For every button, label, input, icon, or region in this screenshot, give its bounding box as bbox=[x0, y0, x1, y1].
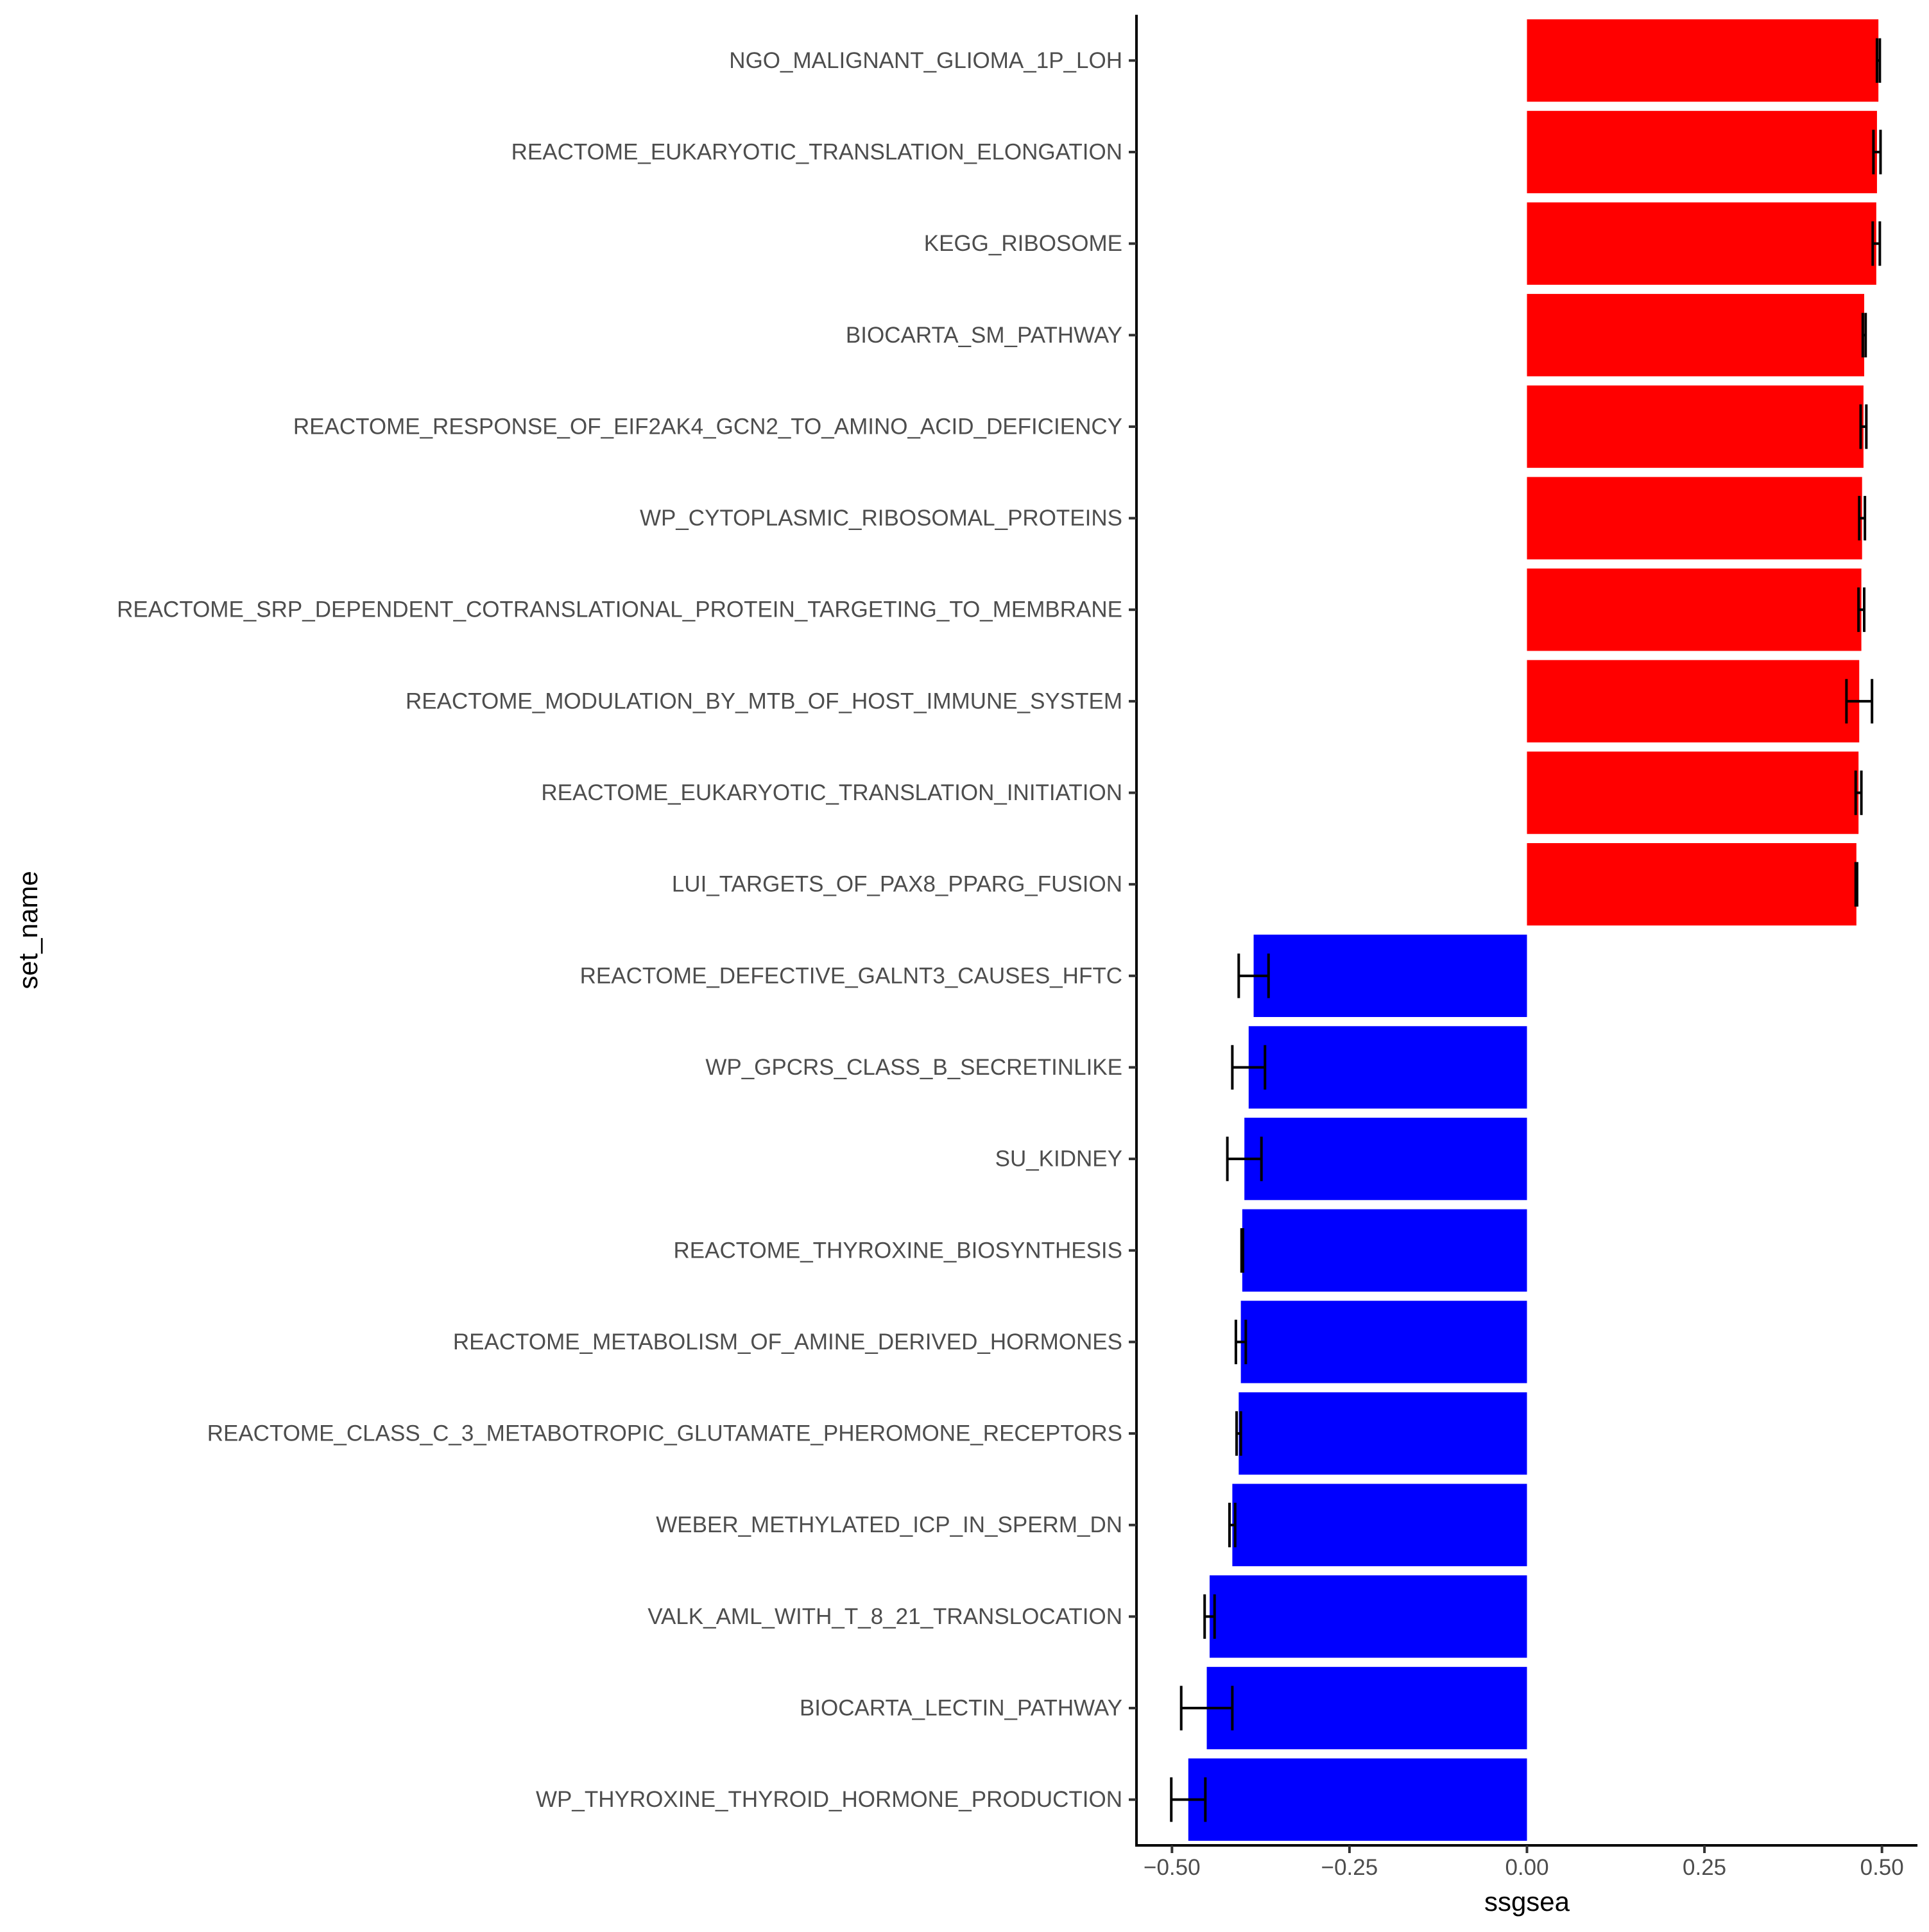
bar bbox=[1527, 19, 1879, 102]
category-label: REACTOME_CLASS_C_3_METABOTROPIC_GLUTAMAT… bbox=[207, 1421, 1122, 1446]
category-label: BIOCARTA_SM_PATHWAY bbox=[846, 323, 1122, 348]
category-label: REACTOME_DEFECTIVE_GALNT3_CAUSES_HFTC bbox=[580, 963, 1122, 988]
bar bbox=[1206, 1666, 1527, 1750]
bar bbox=[1242, 1209, 1527, 1292]
category-label: NGO_MALIGNANT_GLIOMA_1P_LOH bbox=[729, 48, 1122, 73]
bar bbox=[1527, 110, 1877, 194]
category-label: KEGG_RIBOSOME bbox=[924, 231, 1122, 256]
category-label: LUI_TARGETS_OF_PAX8_PPARG_FUSION bbox=[672, 872, 1122, 897]
category-label: SU_KIDNEY bbox=[995, 1147, 1122, 1172]
bar bbox=[1188, 1758, 1527, 1841]
category-labels: NGO_MALIGNANT_GLIOMA_1P_LOH REACTOME_EUKA… bbox=[117, 48, 1136, 1812]
x-axis-title: ssgsea bbox=[1484, 1886, 1570, 1917]
bar bbox=[1527, 751, 1859, 834]
category-label: REACTOME_EUKARYOTIC_TRANSLATION_INITIATI… bbox=[541, 780, 1122, 805]
x-tick-label: 0.00 bbox=[1505, 1855, 1548, 1880]
bar bbox=[1244, 1117, 1527, 1201]
x-ticks: −0.50 −0.25 0.00 0.25 0.50 bbox=[1144, 1845, 1904, 1880]
bar bbox=[1232, 1483, 1527, 1566]
bar bbox=[1527, 202, 1876, 285]
category-label: REACTOME_SRP_DEPENDENT_COTRANSLATIONAL_P… bbox=[117, 597, 1122, 622]
bar bbox=[1527, 842, 1856, 926]
category-label: WEBER_METHYLATED_ICP_IN_SPERM_DN bbox=[656, 1512, 1122, 1537]
bar bbox=[1239, 1392, 1527, 1475]
category-label: BIOCARTA_LECTIN_PATHWAY bbox=[800, 1696, 1122, 1721]
bar bbox=[1527, 568, 1862, 651]
bar bbox=[1527, 385, 1864, 468]
category-label: VALK_AML_WITH_T_8_21_TRANSLOCATION bbox=[647, 1604, 1122, 1629]
category-label: REACTOME_MODULATION_BY_MTB_OF_HOST_IMMUN… bbox=[406, 688, 1122, 714]
error-bars-layer bbox=[1170, 38, 1882, 1822]
category-label: WP_THYROXINE_THYROID_HORMONE_PRODUCTION bbox=[536, 1787, 1122, 1812]
x-tick-label: 0.25 bbox=[1683, 1855, 1726, 1880]
bar bbox=[1253, 934, 1527, 1018]
x-tick-label: 0.50 bbox=[1860, 1855, 1904, 1880]
category-label: REACTOME_RESPONSE_OF_EIF2AK4_GCN2_TO_AMI… bbox=[293, 414, 1122, 439]
category-label: REACTOME_METABOLISM_OF_AMINE_DERIVED_HOR… bbox=[453, 1329, 1122, 1355]
bar bbox=[1209, 1575, 1527, 1658]
axes-layer bbox=[1135, 15, 1917, 1847]
bar bbox=[1248, 1026, 1527, 1109]
x-tick-label: −0.25 bbox=[1321, 1855, 1378, 1880]
category-label: REACTOME_EUKARYOTIC_TRANSLATION_ELONGATI… bbox=[511, 139, 1122, 164]
bar bbox=[1527, 660, 1860, 743]
bar bbox=[1527, 477, 1862, 560]
bar bbox=[1527, 294, 1865, 377]
x-tick-label: −0.50 bbox=[1144, 1855, 1201, 1880]
category-label: REACTOME_THYROXINE_BIOSYNTHESIS bbox=[673, 1238, 1122, 1263]
y-axis-title: set_name bbox=[13, 871, 43, 989]
bars-layer bbox=[1188, 19, 1879, 1841]
bar bbox=[1240, 1301, 1527, 1383]
category-label: WP_GPCRS_CLASS_B_SECRETINLIKE bbox=[705, 1055, 1122, 1080]
category-label: WP_CYTOPLASMIC_RIBOSOMAL_PROTEINS bbox=[640, 506, 1122, 531]
